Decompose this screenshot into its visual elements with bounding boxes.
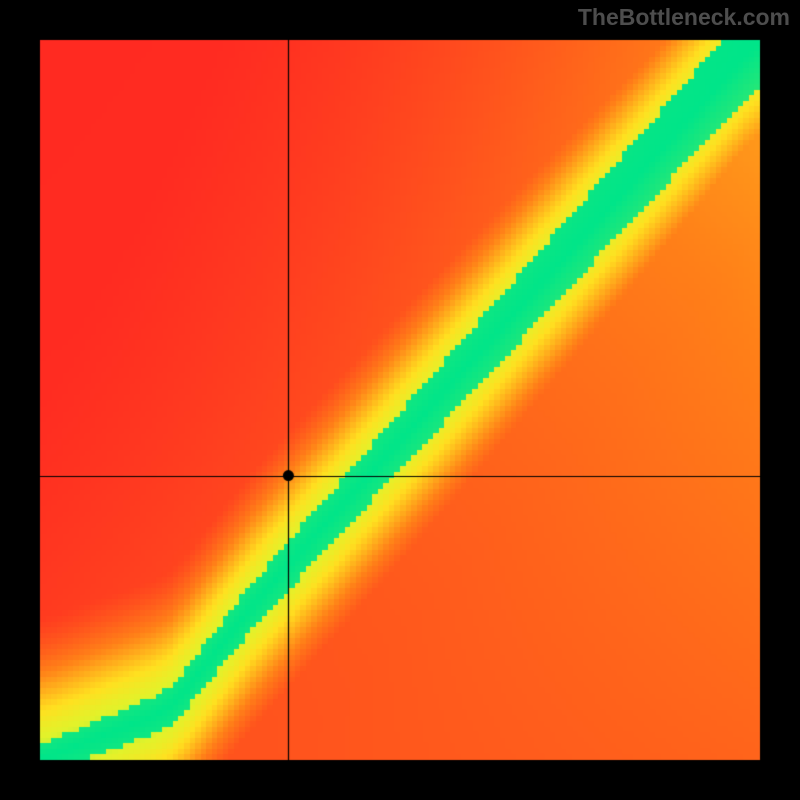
attribution-label: TheBottleneck.com bbox=[568, 0, 800, 35]
chart-container: TheBottleneck.com bbox=[0, 0, 800, 800]
bottleneck-heatmap bbox=[0, 0, 800, 800]
